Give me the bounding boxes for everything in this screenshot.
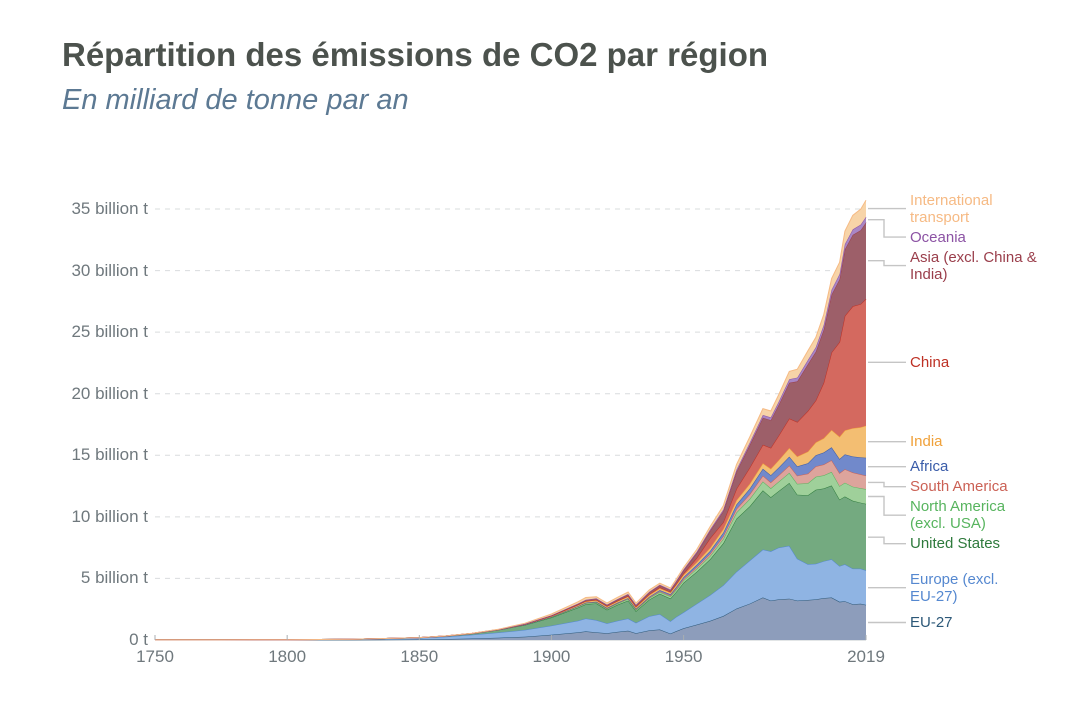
area-south-america: [155, 460, 866, 640]
area-europe-excl-eu-27: [155, 545, 866, 640]
x-tick-label-1850: 1850: [400, 647, 439, 666]
legend-leader-south-america: [868, 481, 906, 488]
y-tick-label-15: 15 billion t: [71, 445, 148, 465]
y-tick-label-30: 30 billion t: [71, 260, 148, 280]
x-tick-label-1950: 1950: [664, 647, 703, 666]
y-tick-label-20: 20 billion t: [71, 383, 148, 403]
legend-leader-asia-excl-china-india: [868, 260, 906, 267]
area-eu-27: [155, 597, 866, 640]
area-north-america-excl-usa: [155, 471, 866, 640]
x-tick-label-1750: 1750: [136, 647, 174, 666]
area-africa: [155, 447, 866, 640]
y-tick-label-35: 35 billion t: [71, 199, 148, 218]
x-tick-label-1900: 1900: [532, 647, 571, 666]
chart-subtitle: En milliard de tonne par an: [62, 84, 409, 116]
chart-title: Répartition des émissions de CO2 par rég…: [62, 36, 769, 73]
area-edge-international-transport: [155, 200, 867, 641]
y-tick-label-5: 5 billion t: [80, 568, 148, 588]
x-tick-label-1800: 1800: [268, 647, 307, 666]
legend-leader-north-america-excl-usa: [868, 495, 906, 516]
legend-leader-oceania: [868, 219, 906, 238]
y-tick-label-10: 10 billion t: [71, 506, 148, 526]
area-united-states: [155, 483, 866, 640]
legend-leader-united-states: [868, 536, 906, 545]
y-tick-label-0: 0 t: [129, 630, 148, 649]
y-tick-label-25: 25 billion t: [71, 322, 148, 342]
x-tick-label-2019: 2019: [847, 647, 885, 666]
